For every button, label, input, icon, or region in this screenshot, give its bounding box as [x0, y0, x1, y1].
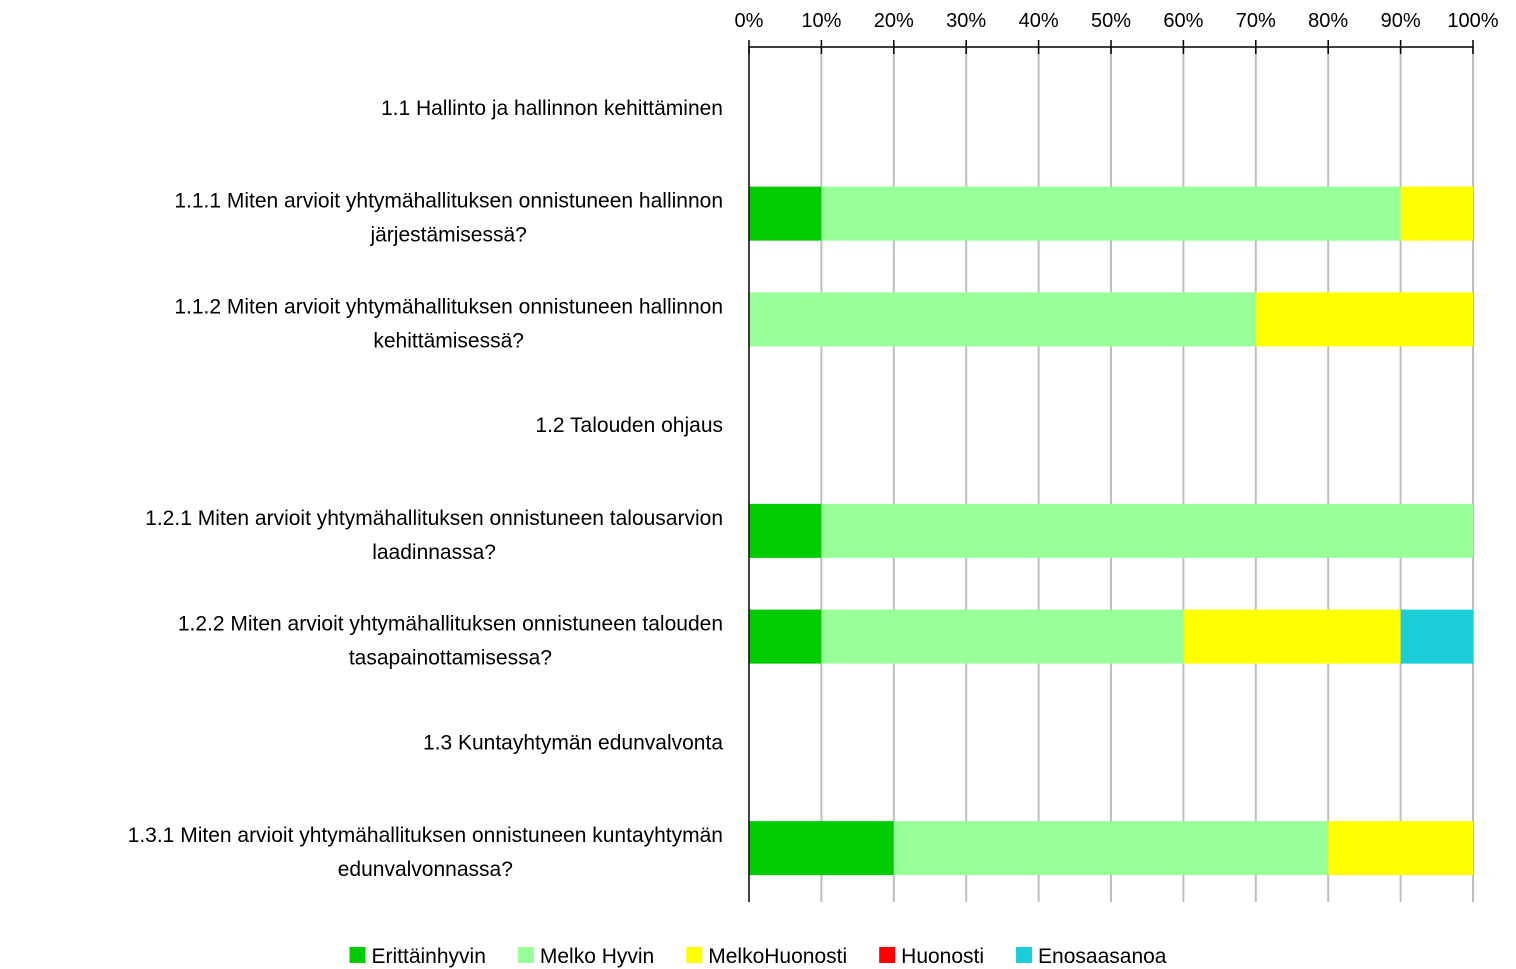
bar-segment — [821, 503, 1473, 558]
category-label: 1.3.1 Miten arvioit yhtymähallituksen on… — [128, 824, 723, 881]
tick-label: 90% — [1381, 10, 1421, 32]
legend-swatch — [686, 947, 703, 963]
bar-segment — [749, 186, 822, 241]
legend-label: Melko Hyvin — [540, 945, 654, 968]
category-label: 1.2 Talouden ohjaus — [535, 414, 723, 437]
legend-label: MelkoHuonosti — [708, 945, 847, 968]
bar-segment — [749, 292, 1256, 347]
tick-label: 0% — [735, 10, 764, 32]
legend-label: Enosaasanoa — [1038, 945, 1167, 968]
bar-segment — [893, 821, 1329, 876]
category-label-line: edunvalvonnassa? — [338, 858, 513, 881]
tick-label: 80% — [1308, 10, 1348, 32]
category-label: 1.2.2 Miten arvioit yhtymähallituksen on… — [178, 613, 723, 670]
category-label: 1.1.1 Miten arvioit yhtymähallituksen on… — [174, 190, 723, 247]
category-label-line: 1.2.2 Miten arvioit yhtymähallituksen on… — [178, 613, 723, 636]
category-label-line: laadinnassa? — [372, 541, 496, 564]
category-label-line: 1.1.1 Miten arvioit yhtymähallituksen on… — [174, 190, 723, 213]
category-label-line: 1.1.2 Miten arvioit yhtymähallituksen on… — [174, 295, 723, 318]
bar-segment — [1183, 609, 1401, 664]
category-label: 1.2.1 Miten arvioit yhtymähallituksen on… — [145, 507, 723, 564]
bar-segment — [1328, 821, 1473, 876]
bar-segment — [749, 821, 894, 876]
tick-label: 10% — [801, 10, 841, 32]
category-label-line: kehittämisessä? — [373, 329, 524, 352]
tick-label: 20% — [874, 10, 914, 32]
legend-label: Huonosti — [901, 945, 984, 968]
bar-segment — [749, 609, 822, 664]
category-label-line: 1.2.1 Miten arvioit yhtymähallituksen on… — [145, 507, 723, 530]
category-label-line: 1.1 Hallinto ja hallinnon kehittäminen — [381, 97, 723, 120]
legend-label: Erittäinhyvin — [371, 945, 485, 968]
legend-swatch — [879, 947, 896, 963]
tick-label: 50% — [1091, 10, 1131, 32]
legend-swatch — [349, 947, 366, 963]
legend-swatch — [1016, 947, 1033, 963]
value-axis: 0% 10% 20% 30% 40% 50% 60% 70% 80% 90% 100% — [735, 10, 1499, 902]
bars — [749, 186, 1473, 876]
category-label-line: 1.3 Kuntayhtymän edunvalvonta — [423, 731, 723, 754]
bar-segment — [1400, 609, 1473, 664]
legend-swatch — [517, 947, 534, 963]
bar-segment — [821, 186, 1401, 241]
category-label: 1.1.2 Miten arvioit yhtymähallituksen on… — [174, 295, 723, 352]
tick-label: 30% — [946, 10, 986, 32]
legend: Erittäinhyvin Melko Hyvin MelkoHuonosti Huo… — [349, 945, 1167, 968]
bar-segment — [821, 609, 1184, 664]
category-label: 1.1 Hallinto ja hallinnon kehittäminen — [381, 97, 723, 120]
category-label-line: 1.3.1 Miten arvioit yhtymähallituksen on… — [128, 824, 723, 847]
bar-segment — [1255, 292, 1473, 347]
category-label-line: järjestämisessä? — [369, 224, 526, 247]
gridlines — [820, 47, 1474, 902]
tick-label: 100% — [1447, 10, 1498, 32]
category-label-line: tasapainottamisessa? — [349, 647, 552, 670]
bar-segment — [1400, 186, 1473, 241]
category-label: 1.3 Kuntayhtymän edunvalvonta — [423, 731, 723, 754]
category-labels: 1.1 Hallinto ja hallinnon kehittäminen 1.… — [128, 97, 724, 881]
tick-label: 40% — [1019, 10, 1059, 32]
tick-label: 60% — [1163, 10, 1203, 32]
tick-label: 70% — [1236, 10, 1276, 32]
category-label-line: 1.2 Talouden ohjaus — [535, 414, 723, 437]
bar-segment — [749, 503, 822, 558]
